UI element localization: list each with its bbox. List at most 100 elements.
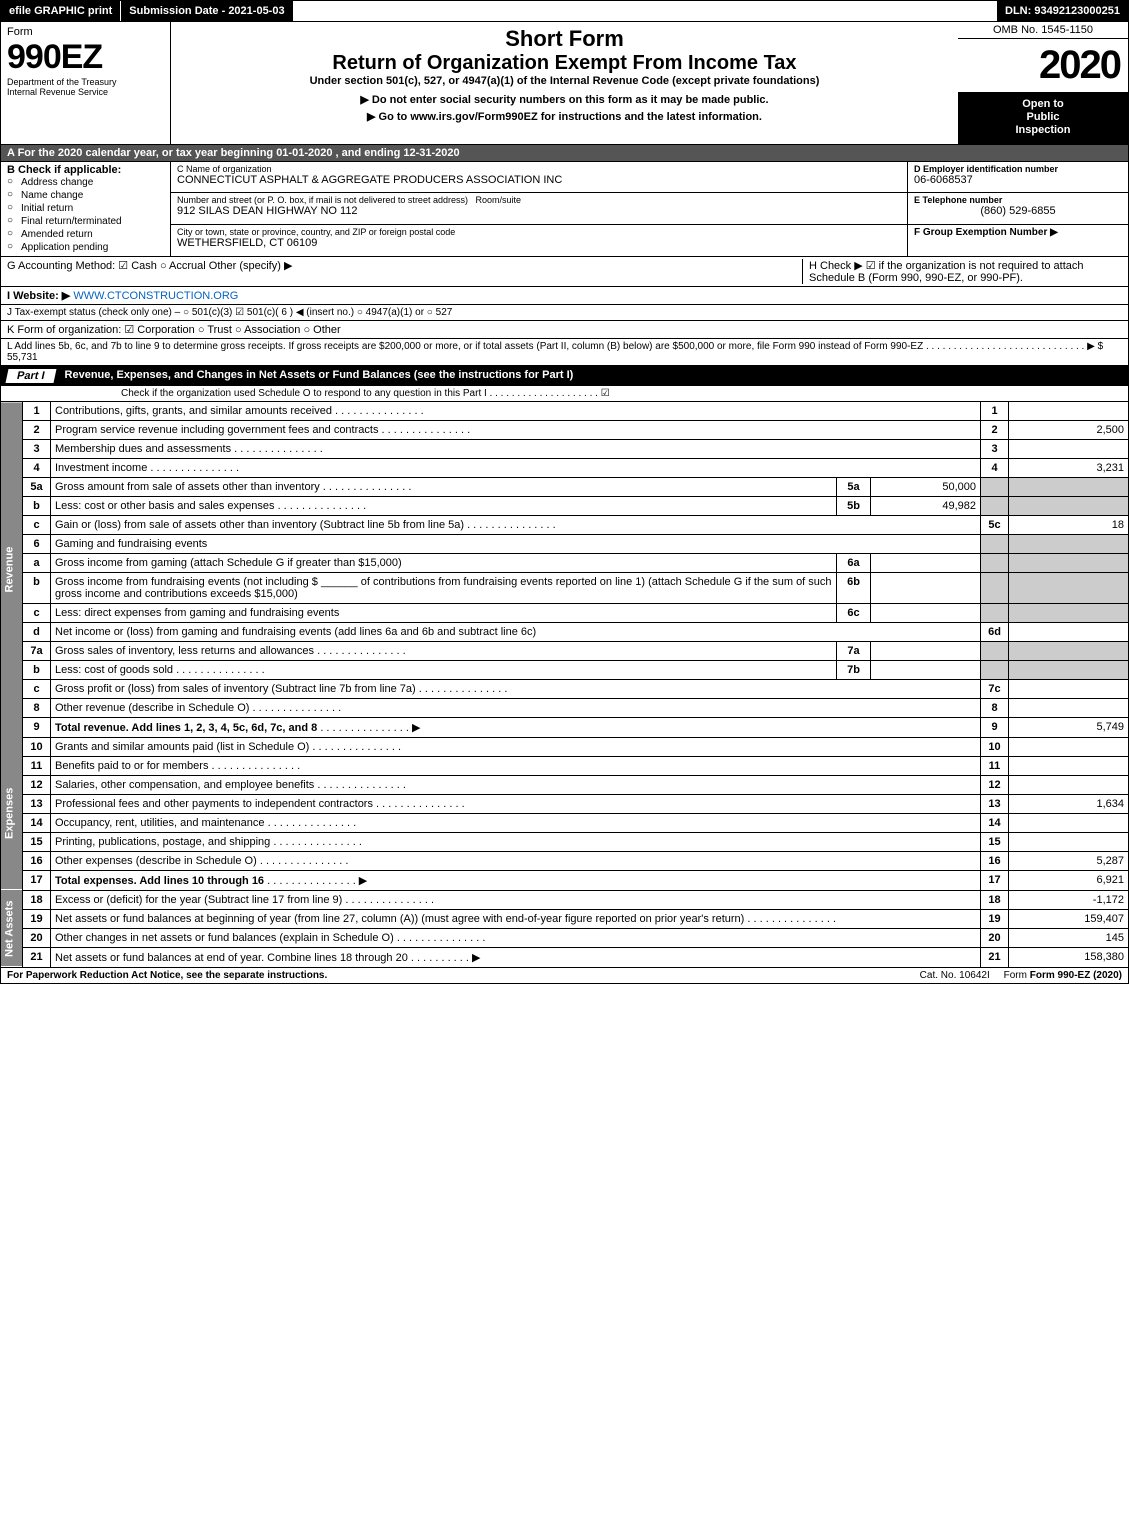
period-row: A For the 2020 calendar year, or tax yea… xyxy=(0,145,1129,162)
ln6-desc: Gaming and fundraising events xyxy=(51,534,981,553)
dln-badge: DLN: 93492123000251 xyxy=(997,1,1128,21)
cb-name-change[interactable]: Name change xyxy=(7,189,164,202)
ln4-amt: 3,231 xyxy=(1009,458,1129,477)
ln3-desc: Membership dues and assessments xyxy=(51,439,981,458)
ln5a-shade-rn xyxy=(981,477,1009,496)
ln6a-ibv xyxy=(871,553,981,572)
title-block: Short Form Return of Organization Exempt… xyxy=(171,22,958,145)
ln1-num: 1 xyxy=(23,402,51,421)
box-c-name: C Name of organization CONNECTICUT ASPHA… xyxy=(171,162,908,194)
ln7b-ibv xyxy=(871,660,981,679)
ln13-rn: 13 xyxy=(981,794,1009,813)
box-f: F Group Exemption Number ▶ xyxy=(908,225,1128,257)
ln14-rn: 14 xyxy=(981,813,1009,832)
box-e-label: E Telephone number xyxy=(914,195,1122,205)
row-g-h: G Accounting Method: ☑ Cash ○ Accrual Ot… xyxy=(0,257,1129,287)
box-c-label: C Name of organization xyxy=(177,164,901,174)
ln4-rn: 4 xyxy=(981,458,1009,477)
ln17-rn: 17 xyxy=(981,870,1009,890)
ln6a-ibl: 6a xyxy=(837,553,871,572)
ln7a-desc: Gross sales of inventory, less returns a… xyxy=(51,641,837,660)
ln7c-desc: Gross profit or (loss) from sales of inv… xyxy=(51,679,981,698)
ln6b-desc: Gross income from fundraising events (no… xyxy=(51,572,837,603)
ln5a-shade-amt xyxy=(1009,477,1129,496)
ln1-amt xyxy=(1009,402,1129,421)
cb-final-return[interactable]: Final return/terminated xyxy=(7,215,164,228)
box-c-addr-label: Number and street (or P. O. box, if mail… xyxy=(177,195,901,205)
box-c-addr: Number and street (or P. O. box, if mail… xyxy=(171,193,908,225)
irs-label: Internal Revenue Service xyxy=(7,87,164,97)
cb-address-change[interactable]: Address change xyxy=(7,176,164,189)
lines-table: Revenue 1 Contributions, gifts, grants, … xyxy=(0,402,1129,968)
street-address: 912 SILAS DEAN HIGHWAY NO 112 xyxy=(177,205,901,217)
ein: 06-6068537 xyxy=(914,174,1122,186)
row-i: I Website: ▶ WWW.CTCONSTRUCTION.ORG xyxy=(0,287,1129,305)
ln20-amt: 145 xyxy=(1009,928,1129,947)
ln5b-ibl: 5b xyxy=(837,496,871,515)
ln5a-ibl: 5a xyxy=(837,477,871,496)
ln3-rn: 3 xyxy=(981,439,1009,458)
ln1-rn: 1 xyxy=(981,402,1009,421)
ln7b-ibl: 7b xyxy=(837,660,871,679)
ssn-warning: ▶ Do not enter social security numbers o… xyxy=(179,93,950,106)
ln20-desc: Other changes in net assets or fund bala… xyxy=(51,928,981,947)
website-link[interactable]: WWW.CTCONSTRUCTION.ORG xyxy=(73,290,238,302)
ln4-desc: Investment income xyxy=(51,458,981,477)
ln6c-ibv xyxy=(871,603,981,622)
ln11-rn: 11 xyxy=(981,756,1009,775)
ln11-amt xyxy=(1009,756,1129,775)
ln2-rn: 2 xyxy=(981,420,1009,439)
ln19-rn: 19 xyxy=(981,909,1009,928)
ln10-amt xyxy=(1009,737,1129,756)
ln6a-desc: Gross income from gaming (attach Schedul… xyxy=(51,553,837,572)
right-header-block: OMB No. 1545-1150 2020 Open to Public In… xyxy=(958,22,1128,145)
ln10-rn: 10 xyxy=(981,737,1009,756)
header: Form 990EZ Department of the Treasury In… xyxy=(0,22,1129,145)
ln18-amt: -1,172 xyxy=(1009,890,1129,909)
part1-title: Revenue, Expenses, and Changes in Net As… xyxy=(65,369,574,383)
form-ref: Form Form 990-EZ (2020) xyxy=(1004,970,1122,981)
ln5a-desc: Gross amount from sale of assets other t… xyxy=(51,477,837,496)
ln5a-ibv: 50,000 xyxy=(871,477,981,496)
ln8-amt xyxy=(1009,698,1129,717)
ln19-amt: 159,407 xyxy=(1009,909,1129,928)
ln8-desc: Other revenue (describe in Schedule O) xyxy=(51,698,981,717)
section-netassets: Net Assets xyxy=(1,890,23,967)
open-to: Open to xyxy=(960,98,1126,111)
ln6b-ibv xyxy=(871,572,981,603)
cb-amended-return[interactable]: Amended return xyxy=(7,228,164,241)
section-revenue: Revenue xyxy=(1,402,23,738)
treasury-label: Department of the Treasury xyxy=(7,77,164,87)
box-b: B Check if applicable: Address change Na… xyxy=(1,162,171,257)
box-d: D Employer identification number 06-6068… xyxy=(908,162,1128,194)
go-to-link[interactable]: ▶ Go to www.irs.gov/Form990EZ for instru… xyxy=(179,110,950,123)
ln10-desc: Grants and similar amounts paid (list in… xyxy=(51,737,981,756)
ln7c-amt xyxy=(1009,679,1129,698)
part1-header: Part I Revenue, Expenses, and Changes in… xyxy=(0,366,1129,386)
box-h: H Check ▶ ☑ if the organization is not r… xyxy=(802,259,1122,284)
form-code-block: Form 990EZ Department of the Treasury In… xyxy=(1,22,171,145)
row-j: J Tax-exempt status (check only one) – ○… xyxy=(0,305,1129,321)
ln16-rn: 16 xyxy=(981,851,1009,870)
ln19-desc: Net assets or fund balances at beginning… xyxy=(51,909,981,928)
ln7a-ibl: 7a xyxy=(837,641,871,660)
ln6b-ibl: 6b xyxy=(837,572,871,603)
row-k: K Form of organization: ☑ Corporation ○ … xyxy=(0,321,1129,339)
cb-application-pending[interactable]: Application pending xyxy=(7,241,164,254)
topbar-spacer xyxy=(294,1,997,21)
submission-date-badge: Submission Date - 2021-05-03 xyxy=(121,1,293,21)
pra-notice: For Paperwork Reduction Act Notice, see … xyxy=(7,970,327,981)
ln12-rn: 12 xyxy=(981,775,1009,794)
ln6d-rn: 6d xyxy=(981,622,1009,641)
ln2-amt: 2,500 xyxy=(1009,420,1129,439)
entity-block: B Check if applicable: Address change Na… xyxy=(0,162,1129,257)
ln6c-desc: Less: direct expenses from gaming and fu… xyxy=(51,603,837,622)
ln14-desc: Occupancy, rent, utilities, and maintena… xyxy=(51,813,981,832)
row-l: L Add lines 5b, 6c, and 7b to line 9 to … xyxy=(0,339,1129,366)
ln15-amt xyxy=(1009,832,1129,851)
efile-print-button[interactable]: efile GRAPHIC print xyxy=(1,1,121,21)
box-i-label: I Website: ▶ xyxy=(7,290,70,302)
org-name: CONNECTICUT ASPHALT & AGGREGATE PRODUCER… xyxy=(177,174,901,186)
cb-initial-return[interactable]: Initial return xyxy=(7,202,164,215)
under-section: Under section 501(c), 527, or 4947(a)(1)… xyxy=(179,75,950,87)
